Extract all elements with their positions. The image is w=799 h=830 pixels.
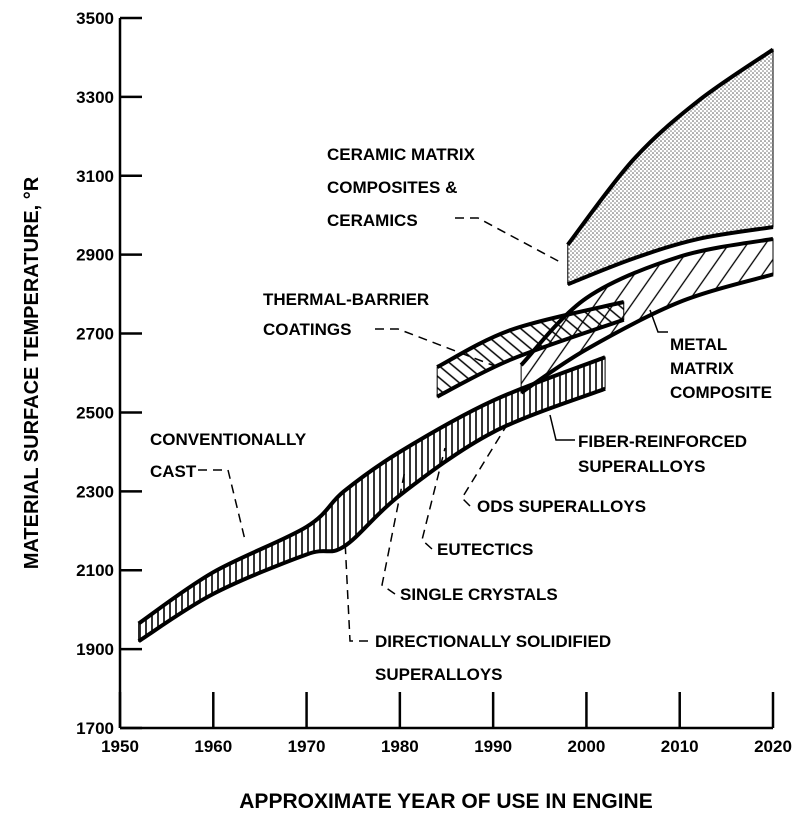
band-upper [566,47,775,247]
leader-line [455,217,561,263]
x-tick-label: 2000 [568,737,606,756]
y-tick-label: 3300 [76,88,114,107]
leader-line [344,539,368,642]
annotation: CAST [150,462,197,481]
y-tick-label: 1900 [76,640,114,659]
band-lower [567,225,774,287]
x-tick-label: 1980 [381,737,419,756]
band-lower [520,272,774,395]
y-tick-label: 1700 [76,719,114,738]
y-tick-label: 2100 [76,561,114,580]
annotation: EUTECTICS [437,540,533,559]
y-tick-label: 3500 [76,9,114,28]
annotation: COATINGS [263,320,351,339]
y-tick-label: 2700 [76,325,114,344]
annotation: CERAMIC MATRIX [327,145,476,164]
y-tick-label: 2900 [76,246,114,265]
annotation: MATRIX [670,359,735,378]
leader-line [649,309,668,333]
x-tick-label: 1970 [288,737,326,756]
y-tick-label: 2300 [76,482,114,501]
band-lower [137,386,606,643]
leader-line [549,414,575,441]
x-tick-label: 1990 [474,737,512,756]
annotation: SUPERALLOYS [375,665,503,684]
annotation: COMPOSITE [670,383,772,402]
annotation: FIBER-REINFORCED [578,432,747,451]
x-axis-label: APPROXIMATE YEAR OF USE IN ENGINE [239,790,652,813]
leader-line [381,469,406,595]
annotation: THERMAL-BARRIER [263,290,429,309]
annotation: SINGLE CRYSTALS [400,585,558,604]
y-tick-label: 3100 [76,167,114,186]
y-tick-label: 2500 [76,403,114,422]
x-tick-label: 2020 [754,737,792,756]
x-tick-label: 2010 [661,737,699,756]
annotation: COMPOSITES & [327,178,457,197]
annotation: ODS SUPERALLOYS [477,497,646,516]
annotation: CERAMICS [327,211,418,230]
annotation: DIRECTIONALLY SOLIDIFIED [375,632,611,651]
leader-line [421,447,446,550]
annotation: SUPERALLOYS [578,457,706,476]
annotation: METAL [670,335,727,354]
band-upper [137,355,606,626]
y-axis-label: MATERIAL SURFACE TEMPERATURE, °R [21,176,43,569]
leader-line [461,419,511,507]
annotation: CONVENTIONALLY [150,430,307,449]
leader-line [198,469,246,541]
x-tick-label: 1960 [194,737,232,756]
annotations: CERAMIC MATRIX COMPOSITES & CERAMICS THE… [150,145,772,684]
x-tick-label: 1950 [101,737,139,756]
band-upper [519,236,774,367]
